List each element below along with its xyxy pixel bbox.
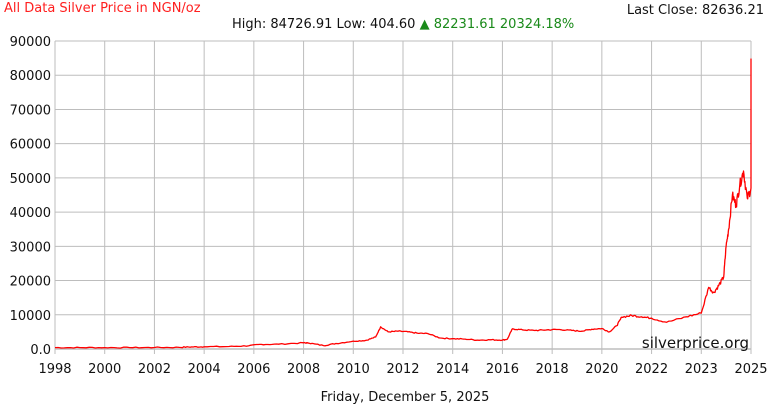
price-line: [54, 58, 752, 349]
x-tick-label: 2004: [188, 362, 221, 377]
grid-lines: [54, 40, 752, 354]
x-tick-label: 2016: [486, 362, 519, 377]
y-tick-label: 60000: [10, 138, 51, 153]
x-tick-label: 2025: [734, 362, 767, 377]
x-tick-label: 2006: [237, 362, 270, 377]
y-tick-label: 80000: [10, 69, 51, 84]
x-tick-label: 2020: [585, 362, 618, 377]
y-tick-label: 50000: [10, 172, 51, 187]
x-axis: 1998 2000 2002 2004 2006 2008 2010 2012 2014 2016…: [38, 362, 767, 377]
x-tick-label: 2022: [635, 362, 668, 377]
y-tick-label: 0.0: [30, 343, 51, 358]
x-tick-label: 1998: [38, 362, 71, 377]
y-tick-label: 40000: [10, 206, 51, 221]
x-tick-label: 2010: [337, 362, 370, 377]
x-tick-label: 2002: [138, 362, 171, 377]
y-tick-label: 70000: [10, 103, 51, 118]
y-axis: 90000 80000 70000 60000 50000 40000 30000 20000…: [10, 35, 51, 358]
x-tick-label: 2008: [287, 362, 320, 377]
high-low-text: High: 84726.91 Low: 404.60: [232, 17, 416, 32]
footer-date: Friday, December 5, 2025: [320, 390, 490, 405]
y-tick-label: 90000: [10, 35, 51, 50]
x-tick-label: 2018: [536, 362, 569, 377]
change-percent: 20324.18%: [499, 17, 575, 32]
high-low-stats: High: 84726.91 Low: 404.60 ▲ 82231.61 20…: [232, 17, 574, 32]
x-tick-label: 2012: [386, 362, 419, 377]
x-tick-label: 2000: [88, 362, 121, 377]
up-arrow-icon: ▲: [419, 17, 430, 32]
chart-title: All Data Silver Price in NGN/oz: [4, 1, 201, 16]
y-tick-label: 30000: [10, 240, 51, 255]
y-tick-label: 10000: [10, 309, 51, 324]
y-tick-label: 20000: [10, 275, 51, 290]
x-tick-label: 2014: [436, 362, 469, 377]
change-value: 82231.61: [433, 17, 496, 32]
watermark: silverprice.org: [642, 334, 749, 352]
x-tick-label: 2023: [685, 362, 718, 377]
last-close: Last Close: 82636.21: [626, 3, 764, 18]
